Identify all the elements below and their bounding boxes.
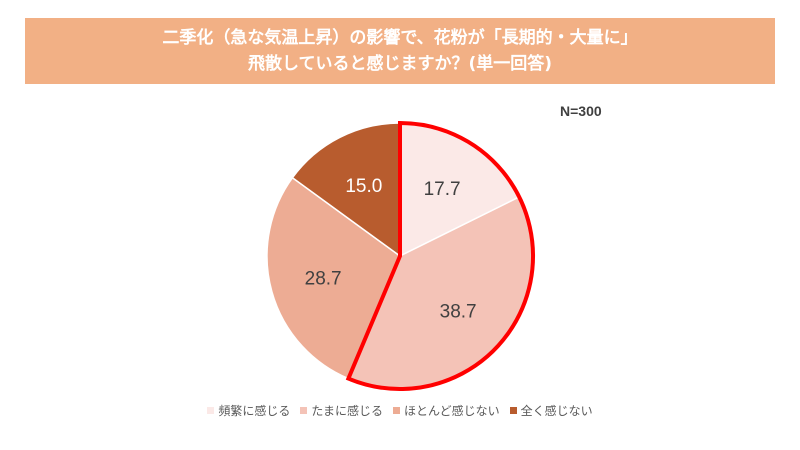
legend-label: 頻繁に感じる (218, 404, 291, 418)
legend-label: ほとんど感じない (403, 404, 500, 418)
legend-swatch-icon (300, 407, 308, 414)
data-label: 17.7 (424, 179, 461, 200)
pie-slice-3 (266, 176, 401, 380)
data-label: 28.7 (305, 268, 342, 289)
highlight-outline (345, 120, 535, 391)
data-label: 38.7 (440, 302, 477, 323)
legend-item: 全く感じない (509, 402, 593, 419)
legend-item: 頻繁に感じる (207, 402, 290, 419)
legend-swatch-icon (509, 407, 517, 414)
chart-legend: 頻繁に感じる たまに感じる ほとんど感じない 全く感じない (0, 402, 800, 419)
legend-item: たまに感じる (300, 402, 383, 419)
pie-slice-4 (291, 122, 401, 258)
legend-label: 全く感じない (520, 404, 593, 418)
legend-label: たまに感じる (311, 404, 383, 418)
data-label: 15.0 (345, 176, 382, 197)
legend-item: ほとんど感じない (392, 402, 500, 419)
chart-title-banner: 二季化（急な気温上昇）の影響で、花粉が「長期的・大量に」 飛散していると感じます… (25, 18, 775, 84)
chart-title-line-1: 二季化（急な気温上昇）の影響で、花粉が「長期的・大量に」 (162, 28, 638, 48)
chart-title-line-2: 飛散していると感じますか？(単一回答) (247, 54, 553, 74)
sample-size-label: N=300 (560, 103, 602, 119)
legend-swatch-icon (207, 407, 215, 414)
legend-swatch-icon (392, 407, 400, 414)
